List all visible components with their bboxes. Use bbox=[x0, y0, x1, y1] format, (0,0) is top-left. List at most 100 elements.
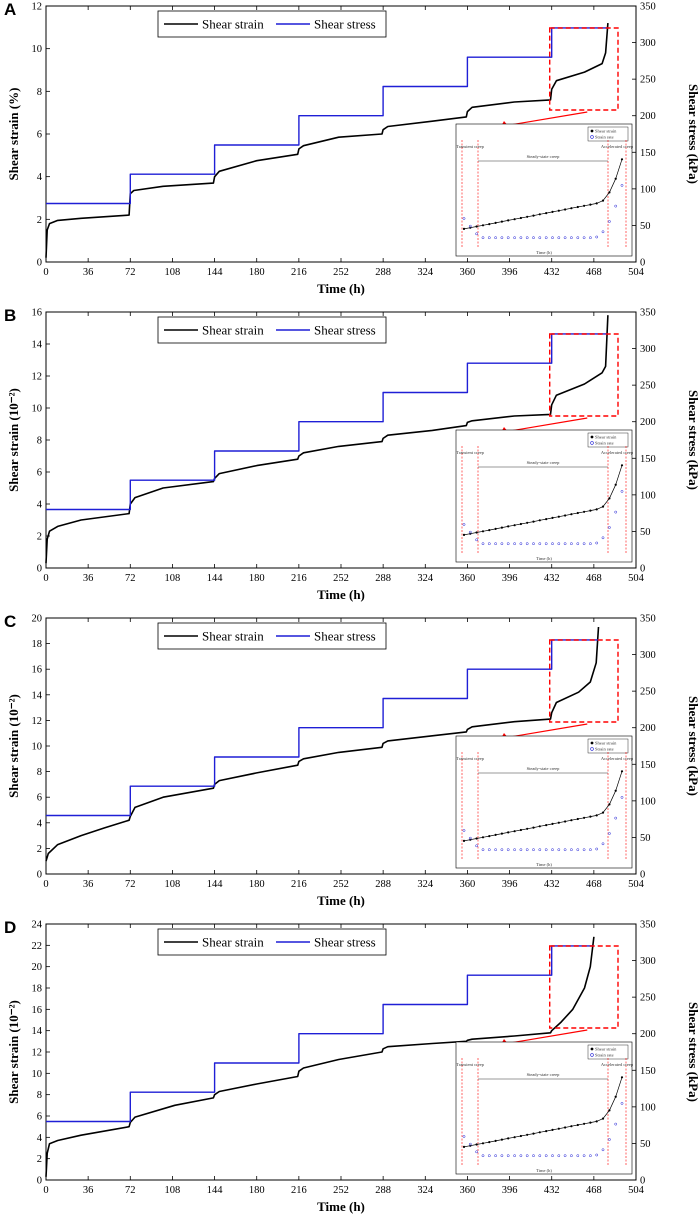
inset-point-strain bbox=[557, 209, 560, 212]
y-tick-label: 14 bbox=[32, 690, 43, 701]
inset-point-rate bbox=[551, 848, 554, 852]
x-tick-label: 180 bbox=[249, 573, 265, 584]
legend-label-stress: Shear stress bbox=[314, 17, 376, 32]
x-axis-title: Time (h) bbox=[317, 587, 365, 602]
inset-point-rate bbox=[563, 848, 567, 852]
y-tick-label: 6 bbox=[37, 468, 42, 479]
inset-point-strain bbox=[570, 207, 573, 210]
inset-point-rate bbox=[576, 848, 580, 852]
inset-point-strain bbox=[551, 210, 554, 213]
inset-point-rate bbox=[620, 1102, 624, 1105]
inset-point-strain bbox=[500, 832, 503, 835]
x-tick-label: 468 bbox=[586, 573, 602, 584]
inset-point-strain bbox=[507, 219, 510, 222]
inset-point-strain bbox=[494, 1139, 497, 1142]
inset-point-strain bbox=[595, 508, 598, 511]
inset-point-strain bbox=[608, 803, 611, 806]
inset-legend-marker-strain bbox=[590, 741, 594, 745]
inset-point-strain bbox=[513, 218, 516, 221]
y-tick-label: 2 bbox=[37, 844, 42, 855]
x-tick-label: 36 bbox=[83, 1185, 94, 1196]
inset-point-rate bbox=[614, 204, 618, 208]
inset-point-strain bbox=[614, 177, 617, 180]
x-tick-label: 504 bbox=[628, 267, 645, 278]
legend-label-stress: Shear stress bbox=[314, 629, 376, 644]
y2-tick-label: 0 bbox=[640, 870, 645, 881]
inset-point-rate bbox=[525, 542, 529, 546]
panel-letter: B bbox=[4, 306, 16, 325]
inset-point-rate bbox=[608, 220, 611, 223]
y-tick-label: 18 bbox=[32, 639, 43, 650]
inset-point-rate bbox=[500, 848, 504, 852]
inset-stage-label: Transient creep bbox=[456, 450, 484, 455]
x-tick-label: 0 bbox=[43, 267, 48, 278]
inset-point-rate bbox=[570, 236, 573, 240]
inset-point-rate bbox=[468, 836, 472, 840]
inset-point-rate bbox=[595, 1153, 599, 1157]
inset-stage-label: Accelerated creep bbox=[601, 1062, 634, 1067]
inset-point-strain bbox=[538, 1131, 541, 1134]
y2-tick-label: 100 bbox=[640, 490, 656, 501]
inset-point-strain bbox=[551, 1128, 554, 1131]
y-tick-label: 6 bbox=[37, 793, 42, 804]
inset-point-strain bbox=[620, 770, 624, 773]
inset-point-strain bbox=[513, 830, 516, 833]
inset-point-rate bbox=[468, 1142, 472, 1146]
y2-axis-title: Shear stress (kPa) bbox=[686, 1002, 699, 1102]
inset-point-rate bbox=[614, 510, 618, 514]
inset-point-rate bbox=[462, 217, 466, 220]
inset-point-strain bbox=[583, 1122, 586, 1125]
x-tick-label: 360 bbox=[460, 267, 476, 278]
x-tick-label: 144 bbox=[207, 879, 224, 890]
inset-point-strain bbox=[557, 515, 560, 518]
inset-point-strain bbox=[545, 212, 548, 215]
inset-point-rate bbox=[494, 848, 497, 852]
inset-point-rate bbox=[620, 490, 624, 493]
y2-tick-label: 350 bbox=[640, 920, 656, 931]
x-tick-label: 216 bbox=[291, 879, 307, 890]
highlight-box bbox=[549, 333, 619, 417]
y2-tick-label: 0 bbox=[640, 1176, 645, 1187]
inset-point-rate bbox=[608, 1138, 611, 1141]
inset-point-rate bbox=[557, 1154, 561, 1158]
y-tick-label: 0 bbox=[37, 1176, 42, 1187]
y2-tick-label: 0 bbox=[640, 564, 645, 575]
x-tick-label: 108 bbox=[165, 1185, 181, 1196]
x-tick-label: 324 bbox=[417, 1185, 434, 1196]
inset-point-rate bbox=[481, 542, 485, 546]
inset-point-strain bbox=[551, 516, 554, 519]
inset-point-strain bbox=[462, 533, 466, 536]
y2-tick-label: 250 bbox=[640, 75, 656, 86]
inset-point-rate bbox=[487, 236, 491, 240]
inset-point-strain bbox=[513, 1136, 516, 1139]
y-tick-label: 14 bbox=[32, 1026, 43, 1037]
y-tick-label: 4 bbox=[37, 500, 43, 511]
inset-point-rate bbox=[506, 1154, 510, 1158]
y-tick-label: 8 bbox=[37, 436, 42, 447]
inset-point-strain bbox=[494, 527, 497, 530]
y-tick-label: 16 bbox=[32, 308, 43, 319]
x-tick-label: 396 bbox=[502, 879, 518, 890]
inset-point-rate bbox=[614, 816, 618, 820]
inset-point-strain bbox=[532, 1132, 535, 1135]
inset-point-rate bbox=[614, 1122, 618, 1126]
inset-point-strain bbox=[526, 215, 529, 218]
inset-stage-label: Transient creep bbox=[456, 1062, 484, 1067]
inset-legend-marker-rate bbox=[590, 747, 594, 751]
highlight-box bbox=[549, 27, 619, 111]
x-tick-label: 180 bbox=[249, 267, 265, 278]
x-tick-label: 0 bbox=[43, 573, 48, 584]
y2-tick-label: 200 bbox=[640, 417, 656, 428]
y-axis-title: Shear strain (10⁻²) bbox=[6, 694, 21, 798]
inset-point-strain bbox=[583, 204, 586, 207]
y-tick-label: 4 bbox=[37, 172, 43, 183]
y-tick-label: 12 bbox=[32, 2, 43, 13]
inset-point-rate bbox=[576, 236, 580, 240]
y2-tick-label: 100 bbox=[640, 1102, 656, 1113]
x-tick-label: 396 bbox=[502, 267, 518, 278]
x-tick-label: 36 bbox=[83, 879, 94, 890]
series-shear-stress bbox=[46, 639, 599, 817]
inset-point-rate bbox=[481, 848, 485, 852]
inset-point-strain bbox=[475, 1143, 478, 1146]
inset-point-strain bbox=[500, 220, 503, 223]
